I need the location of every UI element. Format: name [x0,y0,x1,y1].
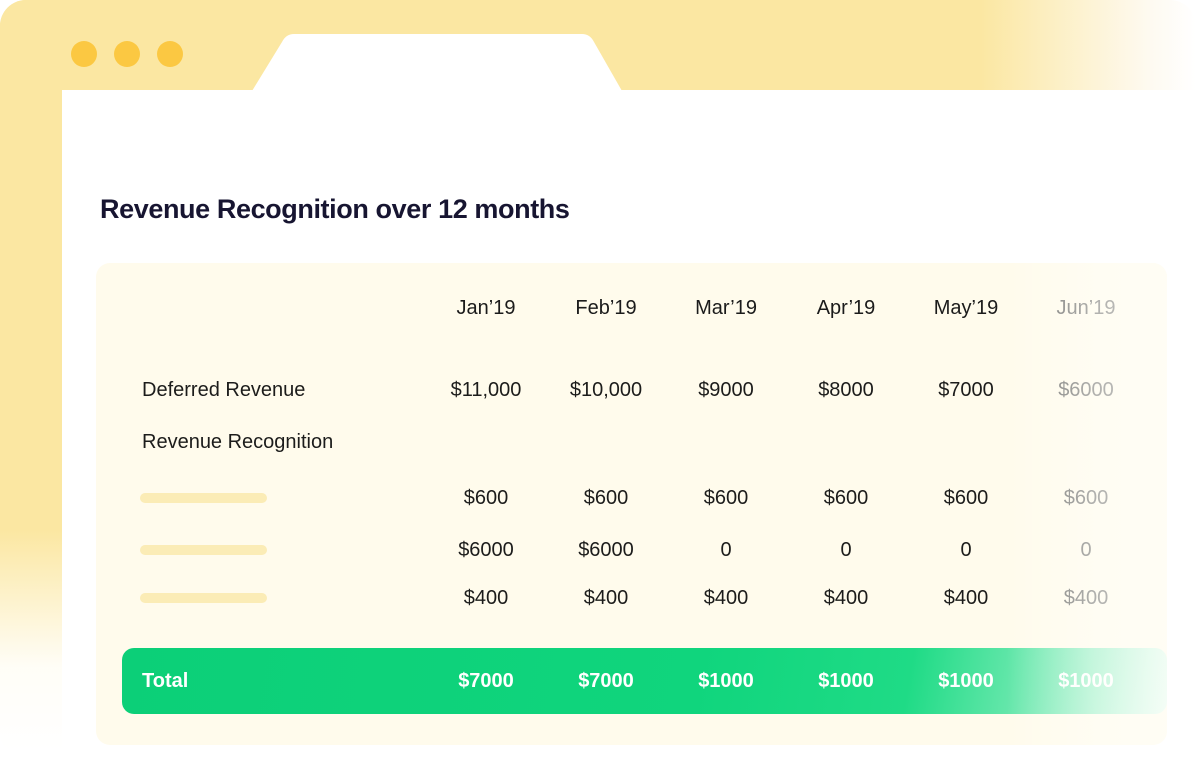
table-cell: $600 [823,486,869,509]
total-row: Total $7000 $7000 $1000 $1000 $1000 $100… [122,648,1167,714]
column-header-feb: Feb’19 [575,296,637,319]
total-cell: $1000 [938,669,994,692]
table-header-row: Jan’19 Feb’19 Mar’19 Apr’19 May’19 Jun’1… [96,263,1167,353]
table-cell: $600 [1063,486,1109,509]
window-control-dot [71,41,97,67]
table-cell: 0 [720,538,732,561]
placeholder-line [140,545,267,555]
window-control-dot [114,41,140,67]
row-label-placeholder [96,545,426,555]
table-cell: $400 [943,586,989,609]
total-cell: $7000 [578,669,634,692]
total-cell: $1000 [698,669,754,692]
revenue-table: Jan’19 Feb’19 Mar’19 Apr’19 May’19 Jun’1… [96,263,1167,745]
placeholder-line [140,593,267,603]
table-cell: $6000 [578,538,634,561]
row-label: Revenue Recognition [142,430,334,453]
table-cell: 0 [840,538,852,561]
table-cell: $400 [703,586,749,609]
total-label: Total [142,669,189,692]
table-row-placeholder-2: $6000 $6000 0 0 0 0 [96,535,1167,565]
table-cell: $10,000 [569,378,643,401]
table-cell: 0 [1080,538,1092,561]
table-cell: $600 [943,486,989,509]
table-row-placeholder-3: $400 $400 $400 $400 $400 $400 [96,583,1167,613]
total-cell: $1000 [1058,669,1114,692]
column-header-apr: Apr’19 [816,296,876,319]
table-cell: $7000 [938,378,994,401]
row-label-placeholder [96,593,426,603]
column-header-mar: Mar’19 [695,296,757,319]
table-cell: $8000 [818,378,874,401]
column-header-jan: Jan’19 [456,296,516,319]
row-label: Deferred Revenue [142,378,306,401]
table-cell: $400 [463,586,509,609]
column-header-jun: Jun’19 [1056,296,1116,319]
window-controls [71,41,183,67]
table-cell: $600 [703,486,749,509]
browser-chrome-left [0,0,62,758]
table-cell: $600 [463,486,509,509]
browser-tab-shape [252,34,622,91]
table-cell: 0 [960,538,972,561]
table-row-revenue-recognition: Revenue Recognition [96,427,1167,457]
placeholder-line [140,493,267,503]
page-title: Revenue Recognition over 12 months [100,194,570,224]
column-header-may: May’19 [933,296,999,319]
table-cell: $9000 [698,378,754,401]
row-label-placeholder [96,493,426,503]
total-cell: $7000 [458,669,514,692]
browser-window-content: Revenue Recognition over 12 months Jan’1… [62,90,1196,758]
total-cell: $1000 [818,669,874,692]
window-control-dot [157,41,183,67]
table-cell: $6000 [458,538,514,561]
table-cell: $400 [1063,586,1109,609]
table-cell: $6000 [1058,378,1114,401]
table-cell: $11,000 [450,378,522,401]
table-cell: $400 [823,586,869,609]
table-cell: $600 [583,486,629,509]
table-row-deferred-revenue: Deferred Revenue $11,000 $10,000 $9000 $… [96,353,1167,427]
table-cell: $400 [583,586,629,609]
table-row-placeholder-1: $600 $600 $600 $600 $600 $600 [96,483,1167,513]
